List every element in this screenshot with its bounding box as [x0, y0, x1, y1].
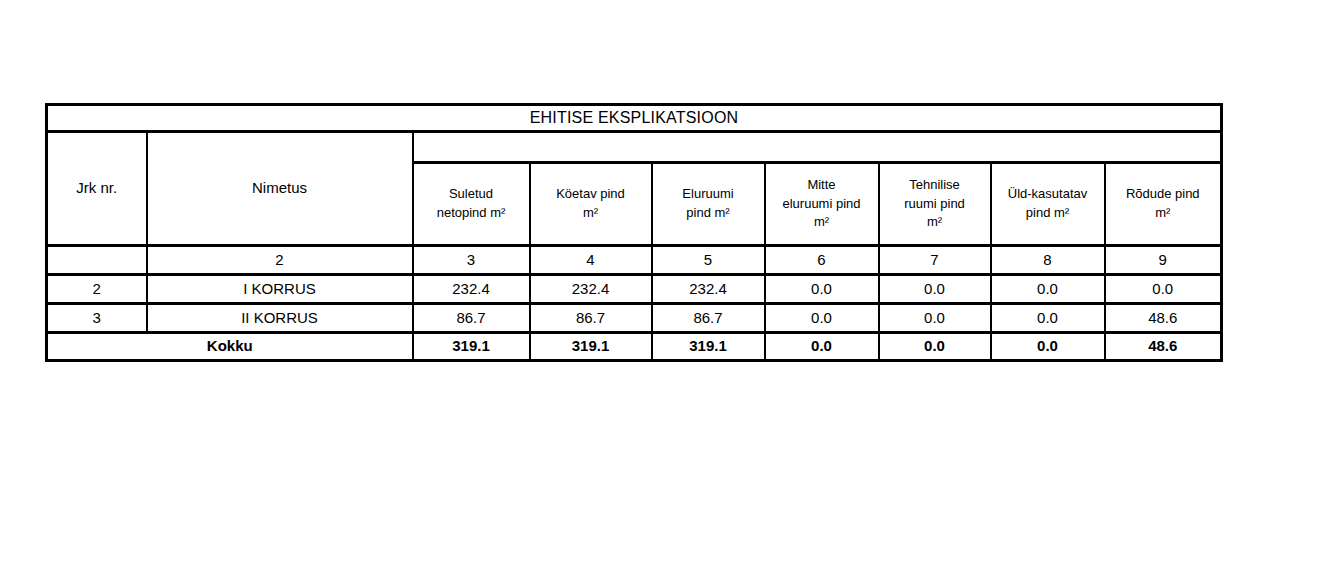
total-value-cell: 48.6 [1105, 333, 1222, 361]
header-top-row: Jrk nr. Nimetus [47, 132, 1222, 163]
value-cell: 0.0 [765, 304, 879, 333]
total-value-cell: 319.1 [413, 333, 530, 361]
table-title: EHITISE EKSPLIKATSIOON [47, 105, 1222, 132]
total-value-cell: 319.1 [530, 333, 652, 361]
col-number-cell: 5 [652, 246, 765, 275]
col-header-tehnilise-ruumi-pind: Tehnilise ruumi pind m² [879, 163, 991, 246]
total-value-cell: 0.0 [765, 333, 879, 361]
col-number-cell [47, 246, 147, 275]
header-spacer-cell [413, 132, 1222, 163]
col-header-koetav-pind: Köetav pind m² [530, 163, 652, 246]
total-row: Kokku 319.1 319.1 319.1 0.0 0.0 0.0 48.6 [47, 333, 1222, 361]
total-value-cell: 319.1 [652, 333, 765, 361]
col-number-cell: 9 [1105, 246, 1222, 275]
total-value-cell: 0.0 [879, 333, 991, 361]
col-number-cell: 7 [879, 246, 991, 275]
column-number-row: 2 3 4 5 6 7 8 9 [47, 246, 1222, 275]
value-cell: 232.4 [413, 275, 530, 304]
value-cell: 232.4 [530, 275, 652, 304]
value-cell: 0.0 [991, 275, 1105, 304]
value-cell: 0.0 [1105, 275, 1222, 304]
table-row-ii-korrus: 3 II KORRUS 86.7 86.7 86.7 0.0 0.0 0.0 4… [47, 304, 1222, 333]
value-cell: 232.4 [652, 275, 765, 304]
document-page: EHITISE EKSPLIKATSIOON Jrk nr. Nimetus S… [0, 0, 1329, 563]
table-row-i-korrus: 2 I KORRUS 232.4 232.4 232.4 0.0 0.0 0.0… [47, 275, 1222, 304]
col-header-uld-kasutatav-pind: Üld-kasutatav pind m² [991, 163, 1105, 246]
jrk-cell: 2 [47, 275, 147, 304]
total-value-cell: 0.0 [991, 333, 1105, 361]
value-cell: 0.0 [991, 304, 1105, 333]
col-number-cell: 4 [530, 246, 652, 275]
nimetus-cell: II KORRUS [147, 304, 413, 333]
value-cell: 0.0 [879, 304, 991, 333]
col-number-cell: 3 [413, 246, 530, 275]
value-cell: 0.0 [765, 275, 879, 304]
explication-table: EHITISE EKSPLIKATSIOON Jrk nr. Nimetus S… [45, 103, 1223, 362]
col-header-nimetus: Nimetus [147, 132, 413, 246]
col-header-mitte-eluruumi-pind: Mitte eluruumi pind m² [765, 163, 879, 246]
jrk-cell: 3 [47, 304, 147, 333]
value-cell: 48.6 [1105, 304, 1222, 333]
col-header-rodude-pind: Rõdude pind m² [1105, 163, 1222, 246]
value-cell: 86.7 [652, 304, 765, 333]
title-row: EHITISE EKSPLIKATSIOON [47, 105, 1222, 132]
col-number-cell: 6 [765, 246, 879, 275]
col-header-suletud-netopind: Suletud netopind m² [413, 163, 530, 246]
value-cell: 0.0 [879, 275, 991, 304]
value-cell: 86.7 [413, 304, 530, 333]
col-header-jrk-nr: Jrk nr. [47, 132, 147, 246]
nimetus-cell: I KORRUS [147, 275, 413, 304]
total-label-cell: Kokku [47, 333, 413, 361]
col-number-cell: 8 [991, 246, 1105, 275]
col-number-cell: 2 [147, 246, 413, 275]
value-cell: 86.7 [530, 304, 652, 333]
col-header-eluruumi-pind: Eluruumi pind m² [652, 163, 765, 246]
